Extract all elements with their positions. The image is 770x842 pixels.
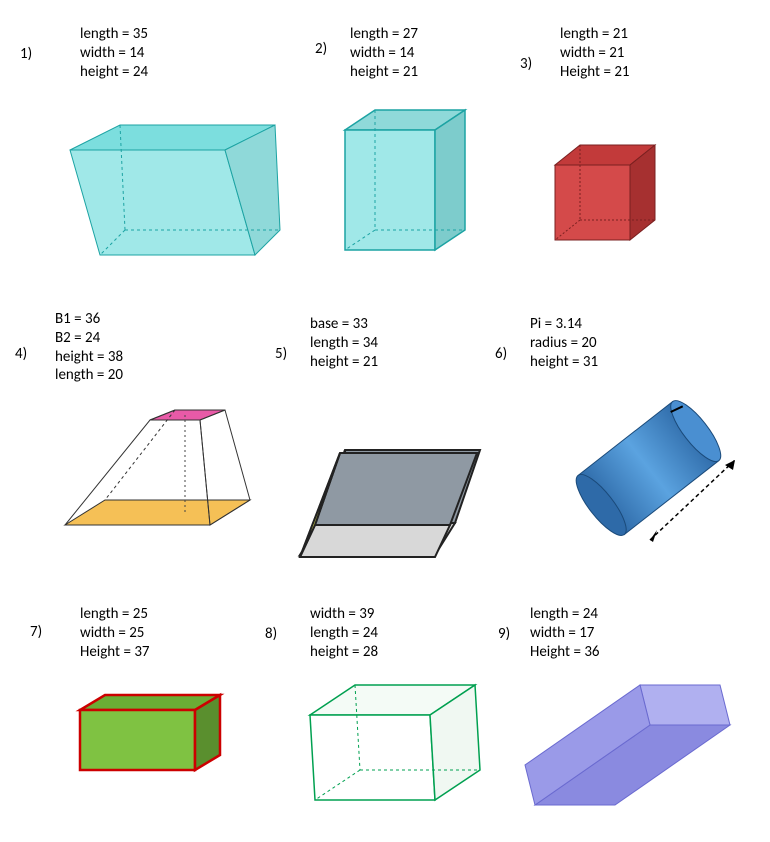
shape-8-green-outline-parallelepiped <box>290 675 490 815</box>
item-8-number: 8) <box>265 625 277 643</box>
spec-line: Height = 37 <box>80 643 150 662</box>
item-8-specs: width = 39 length = 24 height = 28 <box>310 605 378 661</box>
shape-1-parallelepiped <box>55 115 285 270</box>
spec-line: length = 20 <box>55 366 123 385</box>
spec-line: width = 14 <box>80 44 148 63</box>
item-1-number: 1) <box>20 45 32 63</box>
item-5-specs: base = 33 length = 34 height = 21 <box>310 315 378 371</box>
spec-line: length = 35 <box>80 25 148 44</box>
spec-line: length = 24 <box>310 624 378 643</box>
worksheet-page: 1) length = 35 width = 14 height = 24 2)… <box>0 0 770 842</box>
spec-line: height = 24 <box>80 63 148 82</box>
item-4-specs: B1 = 36 B2 = 24 height = 38 length = 20 <box>55 310 123 385</box>
item-5-number: 5) <box>275 345 287 363</box>
shape-6-cylinder <box>555 385 745 555</box>
spec-line: width = 14 <box>350 44 418 63</box>
spec-line: height = 28 <box>310 643 378 662</box>
item-6-number: 6) <box>495 345 507 363</box>
spec-line: height = 38 <box>55 348 123 367</box>
spec-line: Pi = 3.14 <box>530 315 598 334</box>
spec-line: height = 21 <box>310 353 378 372</box>
item-3-specs: length = 21 width = 21 Height = 21 <box>560 25 630 81</box>
spec-line: length = 25 <box>80 605 150 624</box>
shape-4-trapezoidal-prism <box>55 405 255 535</box>
item-7-specs: length = 25 width = 25 Height = 37 <box>80 605 150 661</box>
spec-line: height = 21 <box>350 63 418 82</box>
item-1-specs: length = 35 width = 14 height = 24 <box>80 25 148 81</box>
spec-line: length = 24 <box>530 605 600 624</box>
shape-9-purple-prism <box>520 670 740 820</box>
item-4-number: 4) <box>15 345 27 363</box>
spec-line: width = 25 <box>80 624 150 643</box>
spec-line: length = 21 <box>560 25 630 44</box>
shape-5-triangular-prism-overlay <box>295 435 495 565</box>
spec-line: radius = 20 <box>530 334 598 353</box>
spec-line: base = 33 <box>310 315 378 334</box>
spec-line: width = 17 <box>530 624 600 643</box>
item-6-specs: Pi = 3.14 radius = 20 height = 31 <box>530 315 598 371</box>
spec-line: Height = 36 <box>530 643 600 662</box>
shape-7-green-box <box>70 690 230 780</box>
item-7-number: 7) <box>30 623 42 641</box>
item-9-specs: length = 24 width = 17 Height = 36 <box>530 605 600 661</box>
item-2-specs: length = 27 width = 14 height = 21 <box>350 25 418 81</box>
spec-line: height = 31 <box>530 353 598 372</box>
shape-3-cube <box>545 140 665 250</box>
spec-line: length = 34 <box>310 334 378 353</box>
shape-2-rectangular-prism <box>335 100 475 255</box>
spec-line: B2 = 24 <box>55 329 123 348</box>
spec-line: width = 39 <box>310 605 378 624</box>
spec-line: length = 27 <box>350 25 418 44</box>
item-3-number: 3) <box>520 55 532 73</box>
item-2-number: 2) <box>315 40 327 58</box>
spec-line: Height = 21 <box>560 63 630 82</box>
spec-line: width = 21 <box>560 44 630 63</box>
spec-line: B1 = 36 <box>55 310 123 329</box>
item-9-number: 9) <box>498 625 510 643</box>
